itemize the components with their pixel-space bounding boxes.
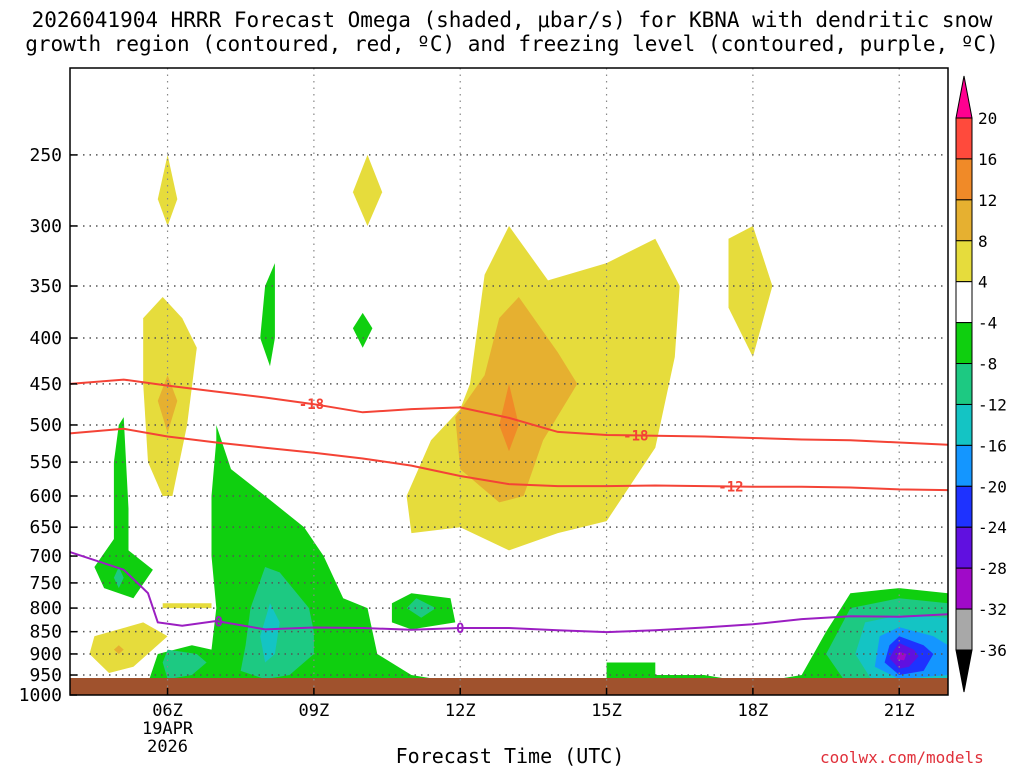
omega-region-14 bbox=[352, 312, 373, 348]
omega-region-11 bbox=[94, 417, 153, 599]
colorbar-box-1 bbox=[955, 158, 973, 201]
colorbar-label-13: -36 bbox=[978, 641, 1007, 660]
contour-label-1-0: -12 bbox=[718, 479, 743, 495]
colorbar-label-8: -16 bbox=[978, 436, 1007, 455]
y-axis-pressure: 2503003504004505005506006507007508008509… bbox=[19, 145, 77, 706]
ytick-label-15: 1000 bbox=[19, 685, 62, 706]
colorbar-bottom-triangle bbox=[955, 649, 973, 693]
omega-region-10 bbox=[113, 645, 124, 654]
credit-link[interactable]: coolwx.com/models bbox=[820, 748, 984, 767]
colorbar-box-9 bbox=[955, 485, 973, 528]
omega-region-3 bbox=[157, 375, 178, 433]
x-axis-label: Forecast Time (UTC) bbox=[395, 744, 625, 768]
ytick-label-12: 850 bbox=[29, 622, 62, 643]
colorbar-box-12 bbox=[955, 608, 973, 651]
omega-region-7 bbox=[728, 226, 773, 357]
colorbar-box-0 bbox=[955, 117, 973, 160]
x-date-label-day: 19APR bbox=[142, 719, 194, 739]
omega-region-0 bbox=[157, 154, 178, 226]
omega-region-13 bbox=[260, 263, 275, 367]
ytick-label-7: 600 bbox=[29, 486, 62, 507]
x-axis-time: 19APR 2026 06Z 09Z 12Z 15Z 18Z 21Z bbox=[142, 688, 915, 757]
omega-shaded-regions bbox=[89, 154, 948, 693]
ytick-label-11: 800 bbox=[29, 598, 62, 619]
ytick-label-2: 350 bbox=[29, 276, 62, 297]
colorbar-label-0: 20 bbox=[978, 109, 997, 128]
colorbar-label-9: -20 bbox=[978, 477, 1007, 496]
contour-label-0-0: -18 bbox=[299, 397, 324, 413]
xtick-label-5: 21Z bbox=[884, 701, 915, 721]
colorbar-label-2: 12 bbox=[978, 191, 997, 210]
colorbar-label-10: -24 bbox=[978, 518, 1007, 537]
xtick-label-1: 09Z bbox=[299, 701, 330, 721]
omega-region-9 bbox=[89, 622, 168, 673]
colorbar-label-1: 16 bbox=[978, 150, 997, 169]
ytick-label-5: 500 bbox=[29, 415, 62, 436]
colorbar-box-7 bbox=[955, 403, 973, 446]
grid-lines bbox=[70, 68, 948, 695]
ytick-label-3: 400 bbox=[29, 328, 62, 349]
colorbar-box-3 bbox=[955, 240, 973, 283]
chart-title-line-1: 2026041904 HRRR Forecast Omega (shaded, … bbox=[31, 8, 993, 32]
ytick-label-9: 700 bbox=[29, 546, 62, 567]
plot-frame bbox=[69, 67, 949, 696]
colorbar-box-8 bbox=[955, 444, 973, 487]
omega-region-18 bbox=[260, 603, 280, 663]
colorbar-box-6 bbox=[955, 363, 973, 405]
colorbar-label-12: -32 bbox=[978, 600, 1007, 619]
xtick-label-3: 15Z bbox=[591, 701, 622, 721]
colorbar-top-triangle bbox=[955, 75, 973, 119]
omega-region-1 bbox=[352, 154, 383, 226]
ytick-label-0: 250 bbox=[29, 145, 62, 166]
x-date-label-year: 2026 bbox=[147, 737, 188, 757]
contour-line-2 bbox=[69, 551, 949, 634]
ytick-label-14: 950 bbox=[29, 665, 62, 686]
colorbar-label-3: 8 bbox=[978, 232, 988, 251]
contour-label-2-1: 0 bbox=[456, 621, 464, 637]
omega-colorbar: 20 16 12 8 4 -4 -8 -12 -16 -20 -24 -28 -32 -36 bbox=[955, 75, 1007, 693]
colorbar-box-10 bbox=[955, 526, 973, 569]
ytick-label-10: 750 bbox=[29, 573, 62, 594]
contour-label-2-0: 0 bbox=[215, 614, 223, 630]
contour-line-0 bbox=[69, 378, 949, 446]
xtick-label-4: 18Z bbox=[738, 701, 769, 721]
colorbar-label-6: -8 bbox=[978, 355, 997, 374]
xtick-label-2: 12Z bbox=[445, 701, 476, 721]
colorbar-label-4: 4 bbox=[978, 273, 988, 292]
xtick-label-0: 06Z bbox=[152, 701, 183, 721]
colorbar-label-5: -4 bbox=[978, 314, 997, 333]
contour-label-0-1: -18 bbox=[623, 428, 648, 444]
colorbar-box-11 bbox=[955, 567, 973, 610]
omega-region-17 bbox=[162, 649, 207, 680]
colorbar-box-5 bbox=[955, 322, 973, 365]
contour-line-1 bbox=[69, 427, 949, 492]
ytick-label-13: 900 bbox=[29, 644, 62, 665]
colorbar-box-4 bbox=[955, 281, 973, 324]
colorbar-box-2 bbox=[955, 199, 973, 242]
colorbar-label-7: -12 bbox=[978, 395, 1007, 414]
colorbar-label-11: -28 bbox=[978, 559, 1007, 578]
omega-region-8 bbox=[162, 603, 212, 609]
ytick-label-1: 300 bbox=[29, 216, 62, 237]
ytick-label-8: 650 bbox=[29, 517, 62, 538]
temperature-contours: -18 -18 -12 0 0 bbox=[69, 378, 949, 637]
ytick-label-6: 550 bbox=[29, 452, 62, 473]
chart-title-line-2: growth region (contoured, red, ºC) and f… bbox=[25, 32, 999, 56]
omega-region-5 bbox=[455, 297, 578, 503]
surface-strip bbox=[70, 678, 948, 695]
omega-region-15 bbox=[148, 425, 485, 693]
ground-surface bbox=[70, 678, 948, 695]
ytick-label-4: 450 bbox=[29, 374, 62, 395]
